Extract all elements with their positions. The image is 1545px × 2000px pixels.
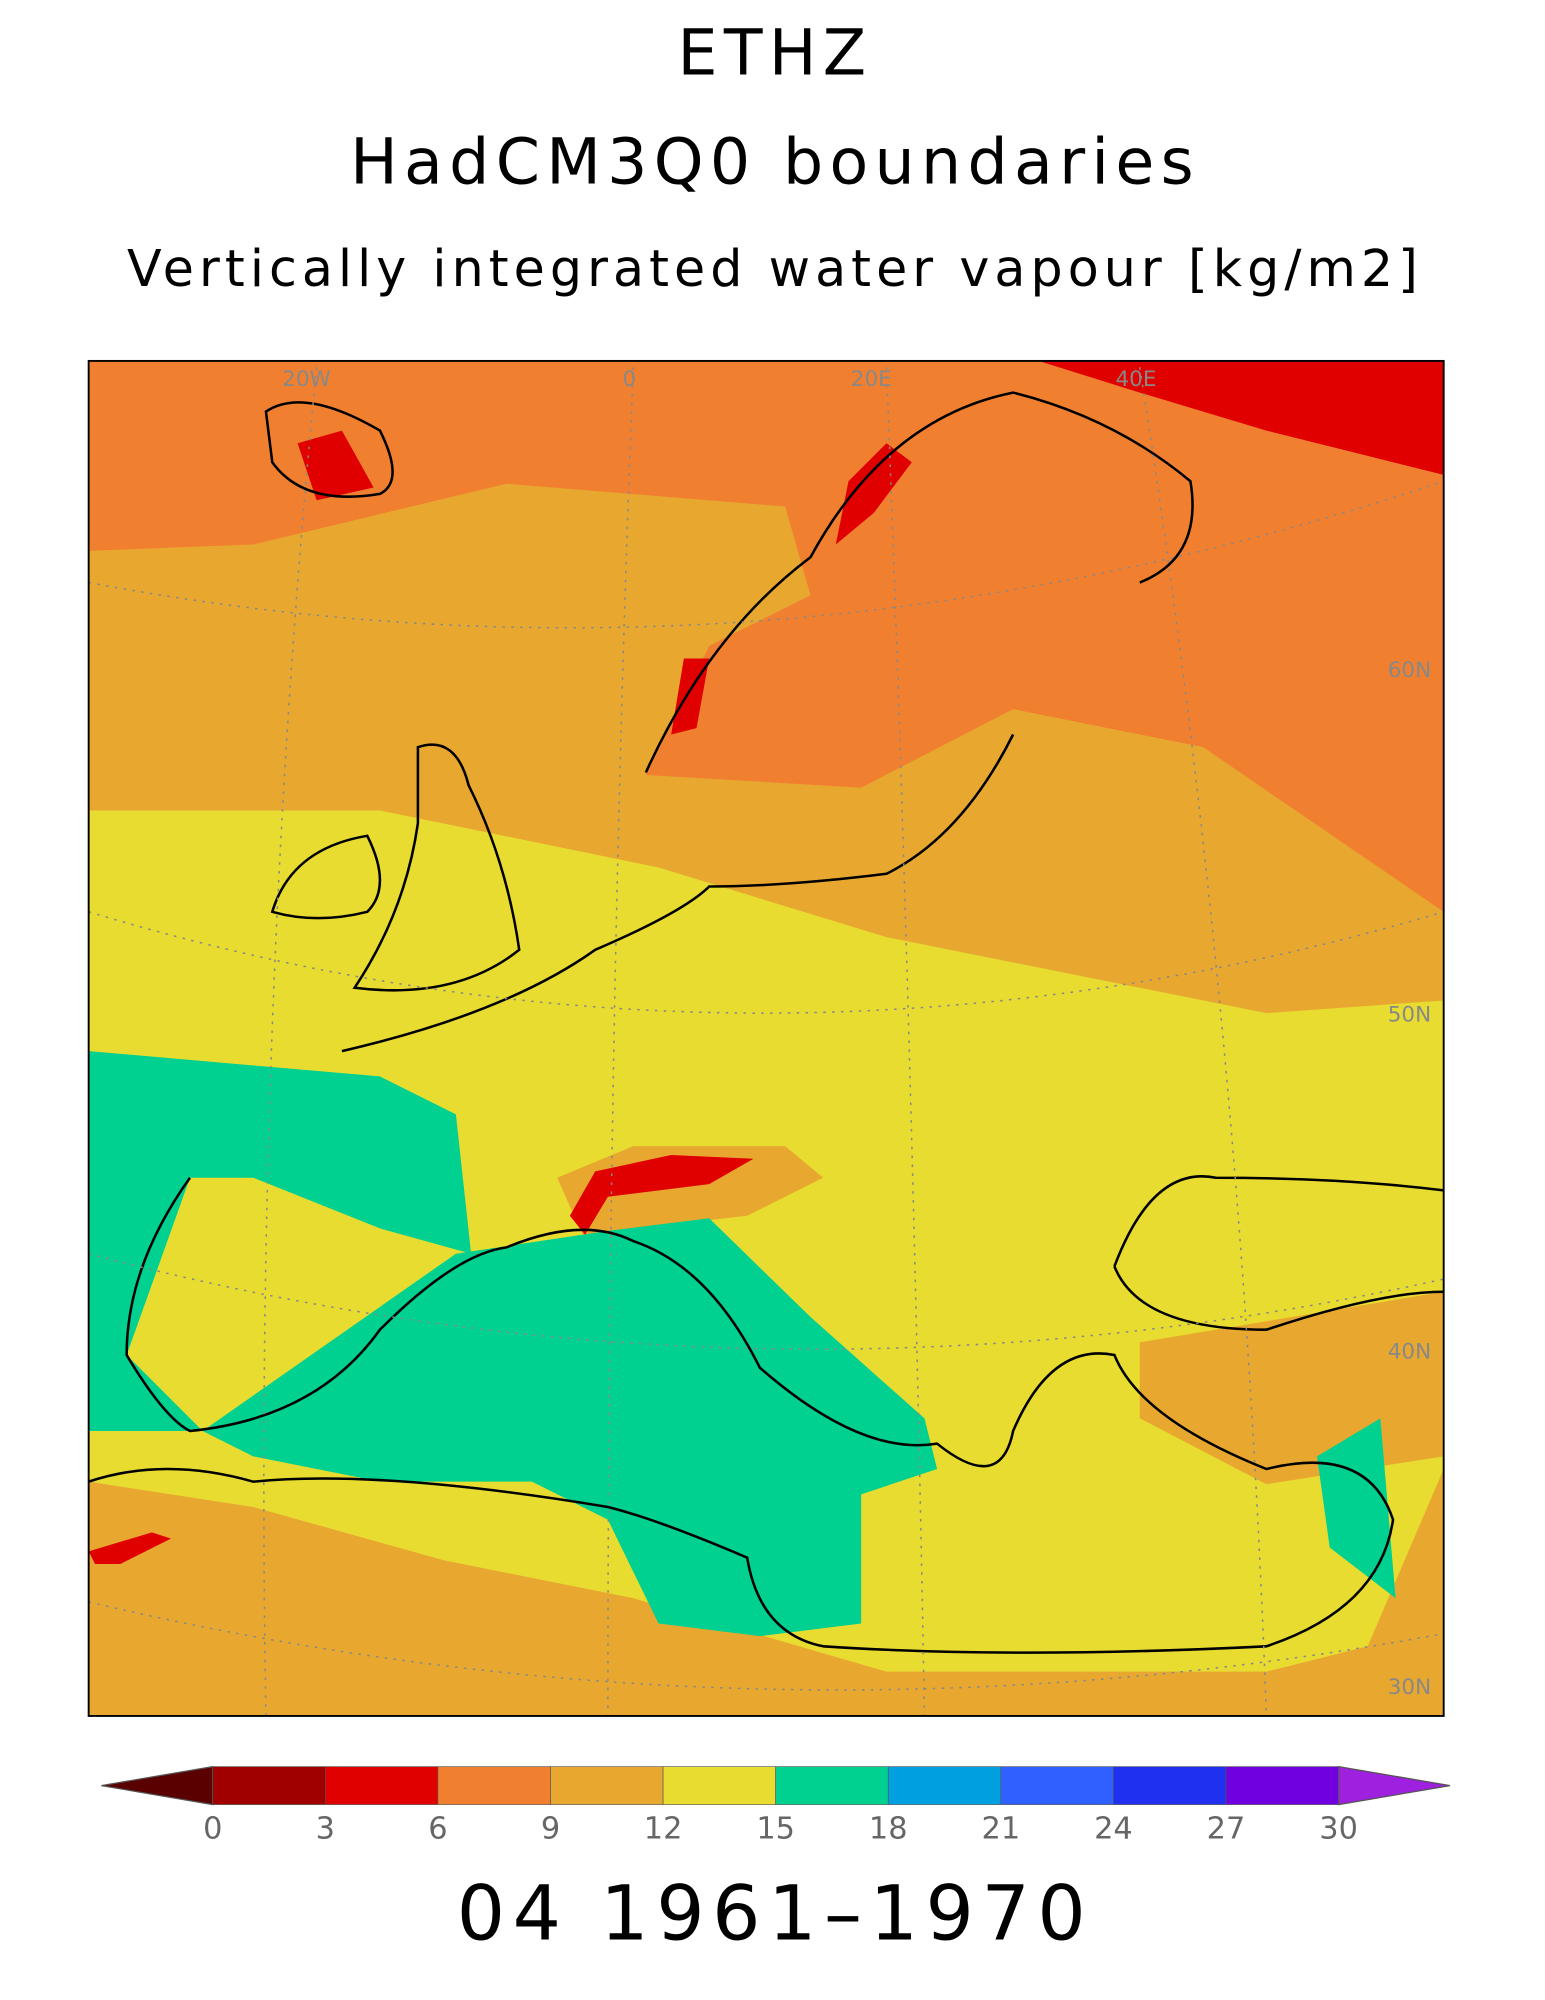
colorbar-segment [1113, 1766, 1227, 1805]
colorbar-segment [775, 1766, 889, 1805]
colorbar-segment [325, 1766, 439, 1805]
map-frame [87, 359, 1445, 1717]
colorbar-tick-label: 24 [1094, 1811, 1133, 1846]
colorbar-tick-label: 3 [316, 1811, 335, 1846]
title: ETHZ [678, 16, 873, 90]
longitude-label: 40E [1115, 367, 1156, 392]
colorbar-tick-label: 30 [1319, 1811, 1358, 1846]
colorbar-tick-label: 12 [644, 1811, 683, 1846]
colorbar-under [101, 1765, 214, 1806]
longitude-label: 0 [623, 367, 637, 392]
title: HadCM3Q0 boundaries [350, 124, 1200, 198]
colorbar-tick-label: 0 [203, 1811, 222, 1846]
colorbar-segment [662, 1766, 776, 1805]
map-field [88, 360, 1444, 1716]
colorbar-segment [887, 1766, 1002, 1805]
latitude-label: 30N [1388, 1675, 1431, 1700]
colorbar-tick-label: 21 [982, 1811, 1021, 1846]
colorbar-segment [1225, 1766, 1339, 1805]
colorbar-tick-label: 15 [756, 1811, 795, 1846]
longitude-label: 20E [851, 367, 892, 392]
latitude-label: 50N [1388, 1003, 1431, 1028]
footer: 04 1961–1970 [457, 1869, 1094, 1958]
subtitle: Vertically integrated water vapour [kg/m… [127, 239, 1423, 298]
colorbar-segment [212, 1766, 326, 1805]
colorbar-tick-label: 6 [428, 1811, 447, 1846]
colorbar-tick-label: 18 [869, 1811, 908, 1846]
longitude-label: 20W [282, 367, 331, 392]
colorbar-segment [550, 1766, 664, 1805]
colorbar-tick-label: 27 [1207, 1811, 1246, 1846]
latitude-label: 40N [1388, 1339, 1431, 1364]
colorbar-segment [1000, 1766, 1114, 1805]
latitude-label: 60N [1388, 658, 1431, 683]
colorbar-segment [437, 1766, 551, 1805]
colorbar-tick-label: 9 [541, 1811, 560, 1846]
colorbar-over [1337, 1765, 1451, 1806]
